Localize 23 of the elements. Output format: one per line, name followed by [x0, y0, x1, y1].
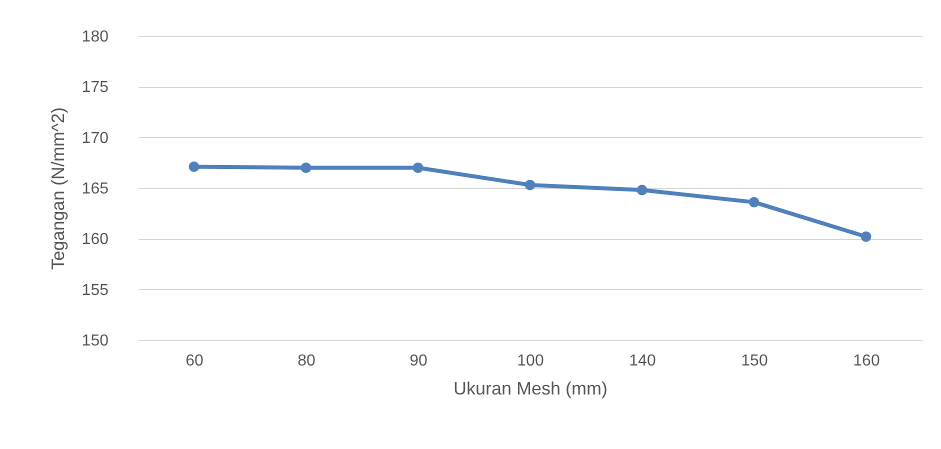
point [748, 196, 760, 208]
x-tick-label: 150 [741, 352, 768, 370]
y-tick-label: 175 [82, 79, 109, 96]
y-tick-label: 155 [82, 282, 109, 299]
y-tick-label: 160 [82, 231, 109, 248]
point [636, 184, 648, 196]
point [860, 231, 872, 242]
y-tick-label: 170 [82, 130, 109, 147]
point [524, 180, 536, 190]
x-tick-label: 80 [298, 352, 316, 370]
point [188, 161, 200, 172]
y-tick-label: 150 [82, 332, 109, 350]
x-tick-label: 60 [186, 352, 204, 370]
x-tick-label: 90 [410, 352, 428, 370]
x-tick-label: 160 [853, 352, 880, 370]
y-tick-label: 180 [82, 28, 109, 46]
point [412, 162, 424, 173]
point [300, 162, 312, 173]
y-tick-label: 165 [82, 180, 109, 198]
x-tick-label: 100 [517, 352, 544, 370]
x-tick-label: 140 [629, 352, 656, 370]
y-axis-title: Tegangan (N/mm^2) [48, 107, 68, 270]
x-axis-title: Ukuran Mesh (mm) [453, 378, 608, 398]
